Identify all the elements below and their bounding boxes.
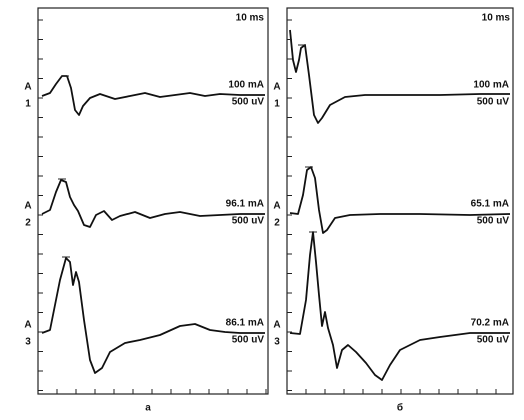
waveform (289, 29, 510, 124)
channel-letter: A (24, 82, 31, 93)
amplitude-scale: 500 uV (477, 216, 510, 227)
channel-letter: A (273, 320, 280, 331)
amplitude-scale: 500 uV (232, 335, 265, 346)
channel-number: 1 (25, 99, 31, 110)
stimulus-label: 100 mA (228, 80, 264, 91)
waveform (289, 166, 511, 234)
channel-letter: A (273, 201, 280, 212)
channel-letter: A (24, 320, 31, 331)
channel-number: 3 (274, 337, 280, 348)
panel-label: б (397, 402, 403, 414)
channel-letter: A (273, 82, 280, 93)
amplitude-scale: 500 uV (232, 97, 265, 108)
stimulus-label: 70.2 mA (471, 318, 509, 329)
panel-frame (37, 7, 269, 395)
waveform (41, 257, 265, 374)
amplitude-scale: 500 uV (232, 216, 265, 227)
waveform (41, 179, 265, 228)
stimulus-label: 86.1 mA (226, 318, 264, 329)
channel-number: 2 (274, 218, 280, 229)
time-scale: 10 ms (236, 13, 265, 24)
amplitude-scale: 500 uV (477, 335, 510, 346)
panel-label: а (145, 403, 151, 414)
peak-marker (58, 44, 317, 258)
panel-frame (286, 7, 514, 395)
amplitude-scale: 500 uV (477, 97, 510, 108)
time-scale: 10 ms (482, 13, 511, 24)
channel-number: 1 (274, 99, 280, 110)
stimulus-label: 65.1 mA (471, 199, 509, 210)
stimulus-label: 100 mA (473, 80, 509, 91)
channel-number: 3 (25, 337, 31, 348)
channel-number: 2 (25, 218, 31, 229)
stimulus-label: 96.1 mA (226, 199, 264, 210)
channel-letter: A (24, 201, 31, 212)
waveform (289, 231, 510, 381)
